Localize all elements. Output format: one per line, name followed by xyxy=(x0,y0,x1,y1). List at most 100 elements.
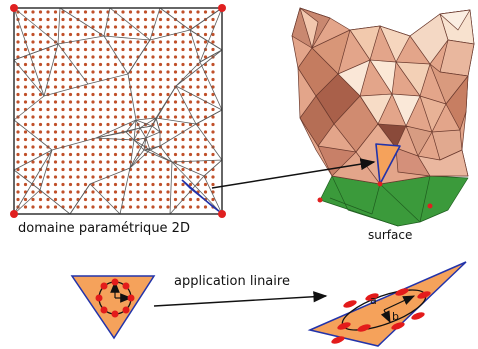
grid-dot xyxy=(38,55,43,59)
grid-dot xyxy=(203,182,208,187)
grid-dot xyxy=(61,100,65,104)
grid-dot xyxy=(196,197,200,202)
grid-dot xyxy=(211,10,215,14)
grid-dot xyxy=(53,175,58,179)
grid-dot xyxy=(136,107,140,112)
mesh-edge xyxy=(125,119,137,133)
grid-dot xyxy=(61,85,65,89)
mesh-edge xyxy=(103,35,129,75)
grid-dot xyxy=(23,130,28,134)
grid-dot xyxy=(98,55,103,59)
mesh-edge xyxy=(133,127,141,141)
grid-dot xyxy=(53,10,58,14)
grid-dot xyxy=(211,175,215,179)
grid-dot xyxy=(158,175,163,179)
grid-dot xyxy=(151,55,155,59)
grid-dot xyxy=(106,197,110,202)
mesh-edge xyxy=(139,117,157,129)
grid-dot xyxy=(113,85,118,89)
grid-dot xyxy=(68,47,73,52)
grid-dot xyxy=(61,167,65,172)
grid-dot xyxy=(196,25,200,29)
grid-dot xyxy=(46,85,50,89)
grid-dot xyxy=(98,145,103,149)
grid-dot xyxy=(128,25,133,29)
grid-dot xyxy=(23,62,28,67)
grid-dot xyxy=(106,152,110,157)
grid-dot xyxy=(68,107,73,112)
mesh-edge xyxy=(13,7,59,45)
grid-dot xyxy=(38,32,43,37)
grid-dot xyxy=(61,47,65,52)
grid-dot xyxy=(121,190,125,194)
grid-dot xyxy=(128,145,133,149)
grid-dot xyxy=(31,85,35,89)
grid-dot xyxy=(38,10,43,14)
grid-dot xyxy=(166,145,170,149)
grid-dot xyxy=(53,160,58,164)
grid-dot xyxy=(158,115,163,119)
grid-dot xyxy=(53,152,58,157)
grid-dot xyxy=(121,10,125,14)
mesh-edge xyxy=(145,131,161,139)
grid-dot xyxy=(83,130,88,134)
surface-vertex-point xyxy=(427,203,433,209)
target-point xyxy=(391,322,405,330)
grid-dot xyxy=(173,25,178,29)
mesh-edge xyxy=(133,137,147,141)
grid-dot xyxy=(83,55,88,59)
grid-dot xyxy=(173,70,178,74)
grid-dot xyxy=(23,100,28,104)
grid-dot xyxy=(91,160,95,164)
grid-dot xyxy=(113,92,118,97)
domain-caption: domaine paramétrique 2D xyxy=(18,221,190,236)
grid-dot xyxy=(76,40,80,44)
grid-dot xyxy=(166,122,170,127)
grid-dot xyxy=(143,25,148,29)
grid-dot xyxy=(121,145,125,149)
mesh-edge xyxy=(103,35,151,41)
mesh-edge xyxy=(139,125,153,129)
grid-dot xyxy=(166,115,170,119)
grid-dot xyxy=(158,10,163,14)
mesh-edge xyxy=(145,137,151,151)
grid-dot xyxy=(68,70,73,74)
grid-dot xyxy=(68,167,73,172)
mesh-edge xyxy=(139,127,147,139)
grid-dot xyxy=(16,10,20,14)
grid-dot xyxy=(113,190,118,194)
grid-dot xyxy=(196,145,200,149)
grid-dot xyxy=(68,130,73,134)
grid-dot xyxy=(31,167,35,172)
grid-dot xyxy=(143,62,148,67)
grid-dot xyxy=(106,100,110,104)
grid-dot xyxy=(181,92,185,97)
grid-dot xyxy=(181,70,185,74)
grid-dot xyxy=(106,92,110,97)
target-triangle xyxy=(307,261,467,347)
grid-dot xyxy=(211,40,215,44)
grid-dot xyxy=(203,122,208,127)
grid-dot xyxy=(68,122,73,127)
grid-dot xyxy=(136,175,140,179)
face-facet xyxy=(417,149,469,177)
grid-dot xyxy=(188,130,193,134)
grid-dot xyxy=(31,32,35,37)
grid-dot xyxy=(143,85,148,89)
grid-dot xyxy=(23,137,28,142)
mesh-edge xyxy=(109,7,151,41)
grid-dot xyxy=(203,10,208,14)
grid-dot xyxy=(203,32,208,37)
grid-dot xyxy=(128,77,133,82)
grid-dot xyxy=(53,100,58,104)
grid-dot xyxy=(166,160,170,164)
grid-dot xyxy=(98,115,103,119)
grid-dot xyxy=(23,10,28,14)
grid-dot xyxy=(98,107,103,112)
grid-dot xyxy=(91,32,95,37)
grid-dot xyxy=(83,145,88,149)
grid-dot xyxy=(23,182,28,187)
grid-dot xyxy=(16,152,20,157)
grid-dot xyxy=(53,77,58,82)
grid-dot xyxy=(113,40,118,44)
